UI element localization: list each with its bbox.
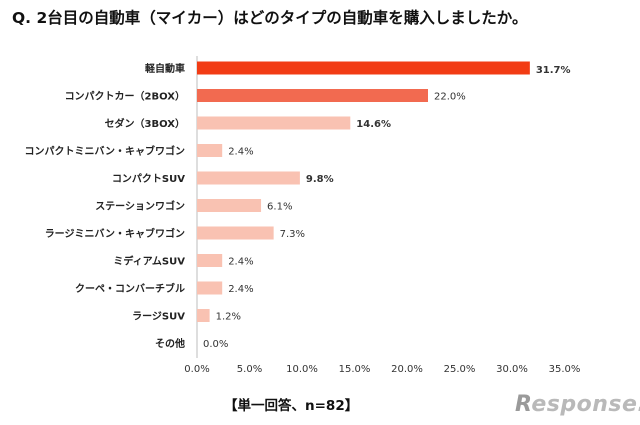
bar <box>197 144 223 157</box>
x-tick-label: 30.0% <box>496 364 528 375</box>
category-label: コンパクトミニバン・キャブワゴン <box>25 145 186 158</box>
value-label: 1.2% <box>216 312 241 323</box>
category-label: その他 <box>155 337 185 350</box>
bar <box>197 309 210 322</box>
category-label: セダン（3BOX） <box>105 117 185 130</box>
bar <box>197 254 223 267</box>
value-label: 2.4% <box>228 284 253 295</box>
value-label: 31.7% <box>536 65 571 76</box>
x-tick-label: 10.0% <box>286 364 318 375</box>
bar <box>197 226 274 240</box>
bar <box>197 281 223 295</box>
value-label: 9.8% <box>306 174 334 185</box>
category-label: ラージSUV <box>132 311 185 323</box>
x-tick-label: 20.0% <box>391 364 423 375</box>
category-label: 軽自動車 <box>145 62 185 75</box>
value-label: 6.1% <box>267 202 292 213</box>
chart-title: Q. 2台目の自動車（マイカー）はどのタイプの自動車を購入しましたか。 <box>12 9 528 27</box>
x-tick-label: 25.0% <box>444 364 476 375</box>
category-label: ミディアムSUV <box>113 255 185 268</box>
value-label: 2.4% <box>228 147 253 158</box>
category-label: ラージミニバン・キャブワゴン <box>45 227 185 240</box>
value-label: 2.4% <box>228 257 253 268</box>
bar <box>197 171 300 185</box>
x-tick-label: 35.0% <box>549 364 581 375</box>
response-logo: Response. <box>515 392 640 417</box>
sample-note: 【単一回答、n=82】 <box>224 398 359 414</box>
category-label: コンパクトSUV <box>112 173 185 185</box>
value-label: 22.0% <box>434 92 466 103</box>
x-tick-label: 5.0% <box>237 364 262 375</box>
value-label: 14.6% <box>356 119 391 130</box>
x-tick-label: 15.0% <box>339 364 371 375</box>
value-label: 7.3% <box>280 229 305 240</box>
bar <box>197 89 428 102</box>
bar <box>197 61 530 75</box>
category-label: ステーションワゴン <box>95 200 185 213</box>
category-label: クーペ・コンバーチブル <box>75 282 185 295</box>
bar-chart: 軽自動車 31.7% コンパクトカー（2BOX） 22.0% セダン（3BOX） 14.6… <box>25 56 581 375</box>
value-label: 0.0% <box>203 339 228 350</box>
x-tick-label: 0.0% <box>184 364 209 375</box>
category-label: コンパクトカー（2BOX） <box>65 90 185 103</box>
bar <box>197 199 262 212</box>
bar <box>197 116 351 130</box>
